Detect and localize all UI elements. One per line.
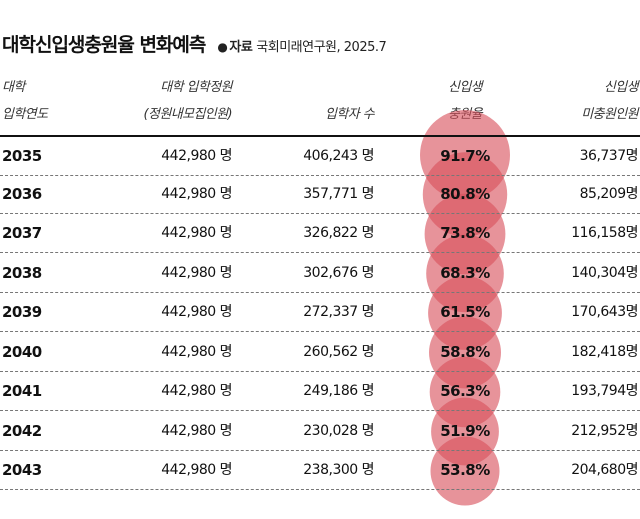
- year-cell: 2037: [2, 224, 42, 242]
- quota-cell: 442,980 명: [161, 148, 232, 164]
- admitted-cell: 272,337 명: [303, 304, 374, 320]
- quota-cell: 442,980 명: [161, 304, 232, 320]
- table-row: 2037 442,980 명 326,822 명 73.8% 116,158명: [0, 214, 640, 253]
- table-row: 2035 442,980 명 406,243 명 91.7% 36,737명: [0, 135, 640, 176]
- header-quota: 대학 입학정원 (정원내모집인원): [143, 74, 233, 128]
- year-cell: 2043: [2, 461, 42, 479]
- header-rate-line2: 충원율: [447, 107, 483, 122]
- table-row: 2036 442,980 명 357,771 명 80.8% 85,209명: [0, 175, 640, 214]
- quota-cell: 442,980 명: [161, 462, 232, 478]
- shortfall-cell: 182,418명: [571, 343, 638, 360]
- admitted-cell: 249,186 명: [303, 383, 374, 399]
- header-shortfall-line2: 미충원인원: [581, 107, 638, 122]
- header-shortfall: 신입생 미충원인원: [581, 74, 638, 128]
- admitted-cell: 238,300 명: [303, 462, 374, 478]
- chart-header: 대학신입생충원율 변화예측 ● 자료 국회미래연구원, 2025.7: [2, 30, 387, 58]
- quota-cell: 442,980 명: [161, 383, 232, 399]
- year-cell: 2035: [2, 147, 42, 165]
- table-row: 2038 442,980 명 302,676 명 68.3% 140,304명: [0, 254, 640, 293]
- table-row: 2040 442,980 명 260,562 명 58.8% 182,418명: [0, 333, 640, 372]
- quota-cell: 442,980 명: [161, 264, 232, 281]
- table-row: 2041 442,980 명 249,186 명 56.3% 193,794명: [0, 372, 640, 411]
- source-text: 국회미래연구원, 2025.7: [256, 40, 387, 55]
- rate-cell: 68.3%: [440, 263, 490, 282]
- source-note: ● 자료 국회미래연구원, 2025.7: [217, 36, 386, 55]
- quota-cell: 442,980 명: [161, 225, 232, 241]
- year-cell: 2040: [2, 342, 42, 361]
- header-rate-line1: 신입생: [447, 80, 483, 95]
- admitted-cell: 302,676 명: [303, 264, 374, 281]
- header-year-line1: 대학: [2, 80, 25, 95]
- rate-cell: 53.8%: [440, 461, 490, 479]
- header-quota-line1: 대학 입학정원: [160, 80, 232, 95]
- rate-cell: 73.8%: [440, 224, 490, 242]
- shortfall-cell: 170,643명: [571, 304, 638, 320]
- quota-cell: 442,980 명: [161, 422, 232, 439]
- shortfall-cell: 140,304명: [571, 264, 638, 281]
- rate-cell: 58.8%: [440, 342, 490, 361]
- shortfall-cell: 204,680명: [571, 462, 638, 478]
- table-row: 2042 442,980 명 230,028 명 51.9% 212,952명: [0, 412, 640, 451]
- rate-cell: 91.7%: [440, 147, 490, 165]
- admitted-cell: 357,771 명: [303, 185, 374, 202]
- rate-cell: 51.9%: [440, 421, 490, 440]
- rate-cell: 80.8%: [440, 184, 490, 203]
- header-quota-line2: (정원내모집인원): [143, 107, 233, 122]
- header-shortfall-line1: 신입생: [603, 80, 639, 95]
- bullet-icon: ●: [217, 40, 228, 54]
- year-cell: 2041: [2, 382, 42, 400]
- rate-cell: 61.5%: [440, 303, 490, 321]
- year-cell: 2036: [2, 184, 42, 203]
- year-cell: 2038: [2, 263, 42, 282]
- header-admitted-line1: 입학자 수: [325, 107, 375, 122]
- header-admitted: 입학자 수: [325, 101, 375, 128]
- source-label: 자료: [229, 40, 253, 55]
- header-year: 대학 입학연도: [2, 74, 48, 128]
- chart-title: 대학신입생충원율 변화예측: [2, 34, 206, 56]
- table-row: 2039 442,980 명 272,337 명 61.5% 170,643명: [0, 293, 640, 332]
- admitted-cell: 260,562 명: [303, 343, 374, 360]
- quota-cell: 442,980 명: [161, 185, 232, 202]
- rate-cell: 56.3%: [440, 382, 490, 400]
- header-rate: 신입생 충원율: [430, 74, 500, 128]
- shortfall-cell: 193,794명: [571, 383, 638, 399]
- admitted-cell: 230,028 명: [303, 422, 374, 439]
- shortfall-cell: 212,952명: [571, 422, 638, 439]
- quota-cell: 442,980 명: [161, 343, 232, 360]
- admitted-cell: 326,822 명: [303, 225, 374, 241]
- year-cell: 2039: [2, 303, 42, 321]
- table-row: 2043 442,980 명 238,300 명 53.8% 204,680명: [0, 451, 640, 490]
- shortfall-cell: 85,209명: [579, 185, 639, 202]
- header-year-line2: 입학연도: [2, 107, 48, 122]
- shortfall-cell: 116,158명: [571, 225, 638, 241]
- shortfall-cell: 36,737명: [579, 148, 639, 164]
- year-cell: 2042: [2, 421, 42, 440]
- admitted-cell: 406,243 명: [303, 148, 374, 164]
